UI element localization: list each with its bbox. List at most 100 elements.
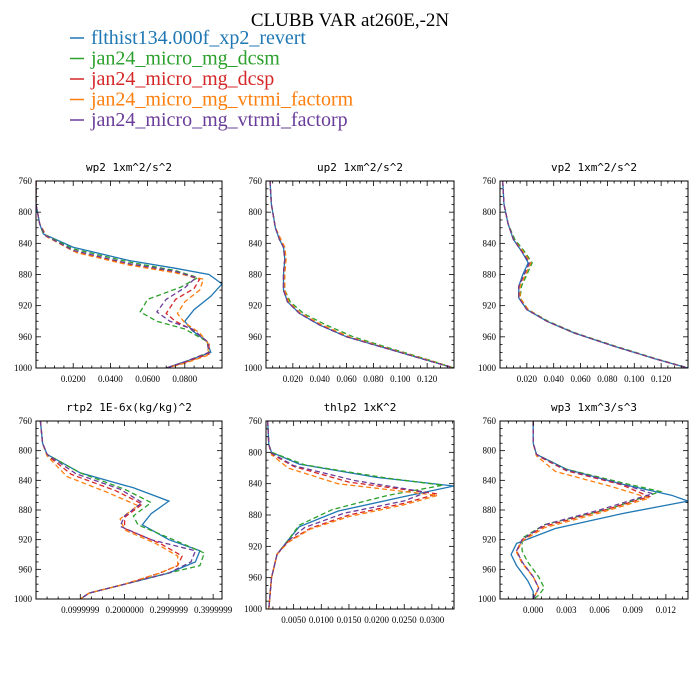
y-tick-label: 920 — [249, 541, 263, 551]
x-tick-label: 0.009 — [623, 605, 644, 615]
x-tick-label: 0.006 — [589, 605, 610, 615]
series-line — [267, 421, 454, 609]
x-tick-label: 0.0300 — [420, 615, 445, 625]
series-line — [39, 421, 179, 599]
panel-title: vp2 1xm^2/s^2 — [551, 161, 637, 174]
legend-entry: jan24_micro_mg_vtrmi_factorm — [70, 89, 354, 111]
y-tick-label: 960 — [483, 332, 497, 342]
y-tick-label: 800 — [249, 207, 263, 217]
x-tick-label: 0.0200 — [364, 615, 389, 625]
y-tick-label: 920 — [483, 301, 497, 311]
x-tick-label: 0.0800 — [172, 374, 197, 384]
series-line — [267, 421, 429, 609]
x-tick-label: 0.0100 — [309, 615, 334, 625]
y-tick-label: 960 — [249, 573, 263, 583]
x-tick-label: 0.000 — [523, 605, 544, 615]
panel-2: up2 1xm^2/s^2 760 800 840 880 920 960 1000 0.020… — [244, 161, 455, 384]
x-tick-label: 0.020 — [517, 374, 538, 384]
y-tick-label: 880 — [483, 270, 497, 280]
x-tick-label: 0.040 — [544, 374, 565, 384]
x-tick-label: 0.060 — [336, 374, 357, 384]
y-tick-label: 840 — [249, 238, 263, 248]
series-line — [39, 421, 183, 599]
series-line — [269, 181, 454, 368]
y-tick-label: 1000 — [244, 604, 263, 614]
figure-title: CLUBB VAR at260E,-2N — [251, 10, 450, 31]
panel-title: thlp2 1xK^2 — [324, 401, 397, 414]
x-tick-label: 0.3999999 — [194, 605, 233, 615]
y-tick-label: 1000 — [14, 363, 33, 373]
y-tick-label: 760 — [483, 416, 497, 426]
plot-frame — [35, 180, 223, 369]
series-line — [39, 421, 201, 599]
x-tick-label: 0.0200 — [61, 374, 86, 384]
x-tick-label: 0.012 — [656, 605, 676, 615]
legend-label: jan24_micro_mg_vtrmi_factorp — [90, 109, 348, 131]
series-group — [36, 181, 222, 368]
y-tick-label: 760 — [249, 176, 263, 186]
series-line — [515, 421, 652, 599]
x-tick-label: 0.0050 — [281, 615, 306, 625]
legend-label: jan24_micro_mg_dcsp — [90, 68, 274, 90]
y-tick-label: 840 — [19, 238, 33, 248]
y-tick-label: 920 — [19, 535, 33, 545]
series-line — [36, 181, 210, 368]
legend-label: jan24_micro_mg_dcsm — [90, 48, 280, 70]
series-line — [521, 421, 663, 599]
series-line — [36, 181, 222, 368]
y-tick-label: 840 — [483, 238, 497, 248]
y-tick-label: 880 — [249, 270, 263, 280]
series-group — [510, 421, 688, 599]
x-tick-label: 0.0400 — [98, 374, 123, 384]
panel-6: wp3 1xm^3/s^3 760 800 840 880 920 960 1000 0.000… — [478, 401, 689, 615]
y-tick-label: 800 — [19, 207, 33, 217]
plot-frame — [35, 420, 223, 600]
y-tick-label: 800 — [483, 207, 497, 217]
y-tick-label: 800 — [19, 446, 33, 456]
legend-entry: jan24_micro_mg_dcsm — [70, 48, 280, 70]
plot-frame — [499, 420, 689, 600]
panel-title: up2 1xm^2/s^2 — [317, 161, 403, 174]
plot-frame — [265, 180, 455, 369]
series-group — [502, 181, 688, 368]
panel-4: rtp2 1E-6x(kg/kg)^2 760 800 840 880 920 960 100… — [14, 401, 233, 615]
y-tick-label: 800 — [483, 446, 497, 456]
y-tick-label: 1000 — [478, 363, 497, 373]
y-tick-label: 760 — [19, 176, 33, 186]
series-line — [515, 421, 655, 599]
y-tick-label: 760 — [249, 416, 263, 426]
x-tick-label: 0.080 — [597, 374, 618, 384]
x-tick-label: 0.120 — [417, 374, 438, 384]
plot-frame — [265, 420, 455, 610]
x-tick-label: 0.060 — [570, 374, 591, 384]
y-tick-label: 840 — [19, 475, 33, 485]
y-tick-label: 960 — [249, 332, 263, 342]
legend-entry: jan24_micro_mg_dcsp — [70, 68, 274, 90]
y-tick-label: 920 — [249, 301, 263, 311]
series-line — [515, 421, 652, 599]
series-line — [269, 181, 454, 368]
panel-title: wp3 1xm^3/s^3 — [551, 401, 637, 414]
x-tick-label: 0.0999999 — [61, 605, 100, 615]
x-tick-label: 0.120 — [651, 374, 672, 384]
y-tick-label: 840 — [483, 475, 497, 485]
y-tick-label: 1000 — [14, 594, 33, 604]
y-tick-label: 920 — [19, 301, 33, 311]
x-tick-label: 0.0250 — [392, 615, 417, 625]
x-tick-label: 0.0150 — [337, 615, 362, 625]
panel-1: wp2 1xm^2/s^2 760 800 840 880 920 960 1000 0.020… — [14, 161, 223, 384]
series-line — [269, 181, 454, 368]
panels: wp2 1xm^2/s^2 760 800 840 880 920 960 1000 0.020… — [14, 161, 689, 625]
x-tick-label: 0.003 — [556, 605, 577, 615]
x-tick-label: 0.100 — [624, 374, 645, 384]
series-line — [269, 181, 454, 368]
x-tick-label: 0.100 — [390, 374, 411, 384]
panel-title: wp2 1xm^2/s^2 — [86, 161, 172, 174]
series-line — [267, 421, 438, 609]
x-tick-label: 0.2000000 — [105, 605, 144, 615]
series-group — [267, 421, 454, 609]
y-tick-label: 760 — [19, 416, 33, 426]
y-tick-label: 880 — [483, 505, 497, 515]
panel-3: vp2 1xm^2/s^2 760 800 840 880 920 960 1000 0.020… — [478, 161, 689, 384]
